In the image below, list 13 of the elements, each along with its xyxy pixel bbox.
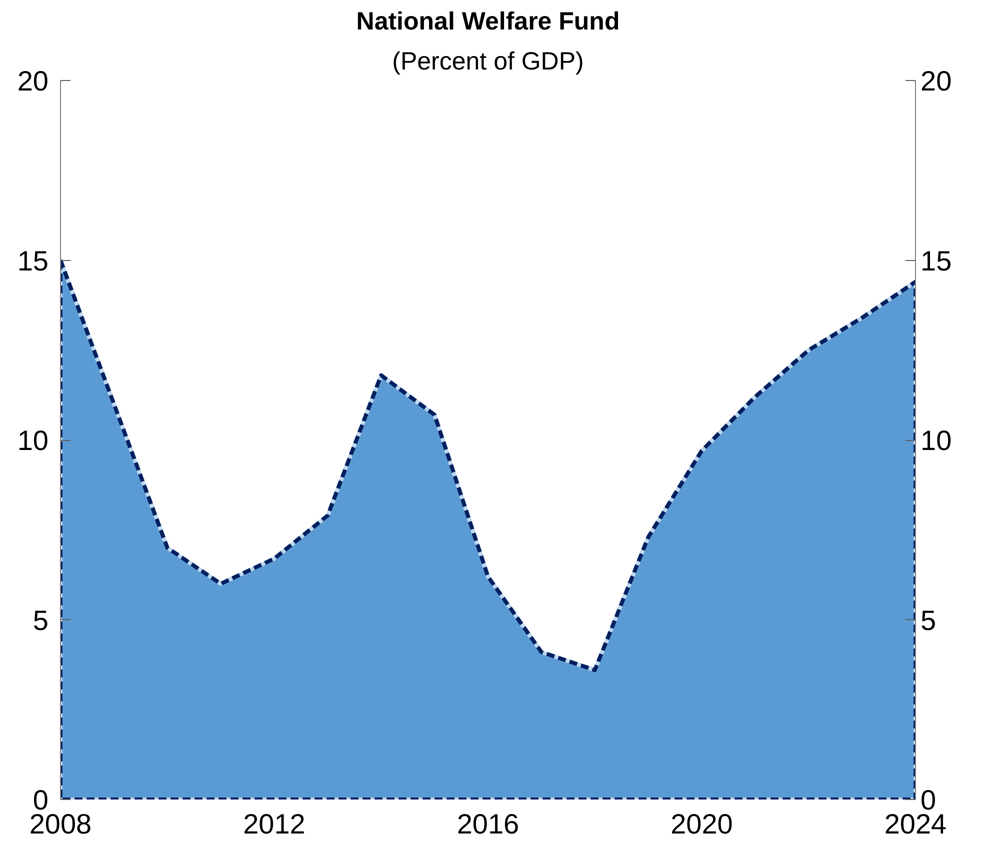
y-tick-label: 20 <box>17 66 49 96</box>
chart-subtitle: (Percent of GDP) <box>392 48 584 76</box>
y2-tick-label: 20 <box>920 66 952 96</box>
y-tick-label: 10 <box>17 425 49 456</box>
y2-tick-label: 10 <box>920 425 952 456</box>
x-tick-label: 2012 <box>243 808 306 840</box>
x-tick-label: 2016 <box>456 808 520 840</box>
y-tick-label: 15 <box>17 245 49 276</box>
x-tick-label: 2020 <box>670 808 733 840</box>
y-tick-label: 5 <box>32 604 49 636</box>
y2-tick-label: 15 <box>920 245 952 276</box>
chart-title: National Welfare Fund <box>356 8 620 36</box>
y2-tick-label: 5 <box>920 604 936 636</box>
